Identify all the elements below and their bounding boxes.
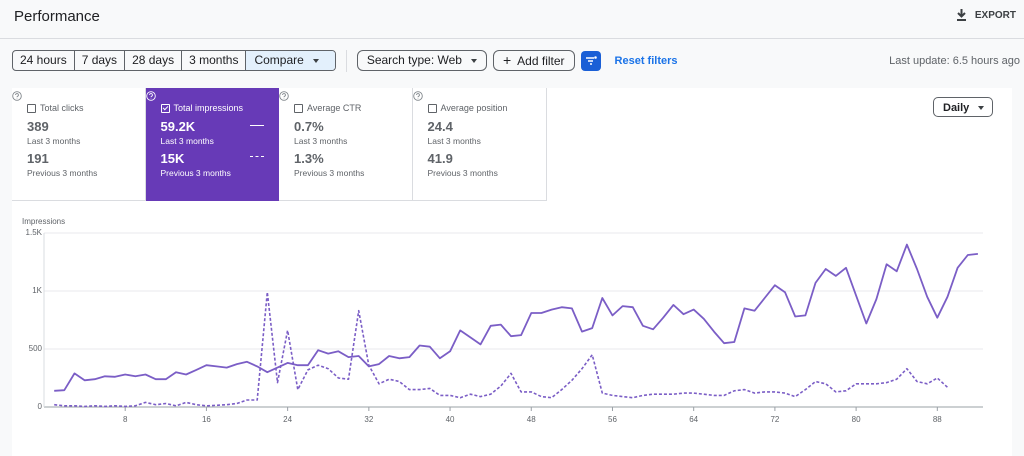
granularity-dropdown[interactable]: Daily — [933, 97, 993, 117]
x-tick-label: 32 — [364, 415, 373, 424]
metric-current-period: Last 3 months — [294, 136, 348, 146]
metric-label: Average position — [440, 103, 508, 113]
checkbox — [160, 103, 170, 113]
x-tick-label: 24 — [283, 415, 292, 424]
metric-previous: 41.9 — [427, 151, 453, 166]
metric-label: Total impressions — [173, 103, 244, 113]
metric-previous: 1.3% — [294, 151, 324, 166]
metric-label: Average CTR — [307, 103, 362, 113]
help-icon — [279, 91, 289, 101]
help-mark — [148, 93, 153, 99]
granularity-label: Daily — [943, 102, 970, 114]
caret — [312, 58, 319, 63]
date-range-button[interactable]: 24 hours — [13, 51, 75, 70]
x-tick-label: 64 — [689, 415, 698, 424]
date-range-group: 24 hours 7 days 28 days 3 months Compare — [12, 50, 336, 71]
metric-card[interactable]: Average CTR 0.7% Last 3 months 1.3% Previous… — [279, 88, 413, 201]
help-mark — [415, 93, 420, 99]
chart: Impressions 0 500 1K 1.5K 8 16 24 32 40 48 56 64 72 8… — [22, 217, 983, 424]
date-range-button[interactable]: 3 months — [182, 51, 247, 70]
help-icon — [412, 91, 423, 101]
export-button[interactable]: EXPORT — [956, 9, 1016, 21]
export-label: EXPORT — [974, 9, 1016, 21]
checkbox — [27, 103, 36, 113]
metric-current-period: Last 3 months — [427, 136, 481, 146]
download-icon — [956, 9, 966, 21]
current-line-indicator — [249, 125, 264, 126]
metric-previous: 191 — [27, 151, 49, 166]
previous-line — [54, 291, 949, 408]
x-tick-label: 80 — [852, 415, 861, 424]
metric-label-row: Average CTR — [294, 103, 361, 113]
metric-current-period: Last 3 months — [27, 136, 81, 146]
metric-previous-period: Previous 3 months — [160, 168, 231, 178]
help-mark — [282, 93, 286, 99]
metric-current: 389 — [27, 119, 49, 134]
metric-label-row: Total impressions — [160, 103, 244, 113]
caret — [978, 106, 985, 111]
checkbox — [427, 103, 437, 113]
reset-filters-link[interactable]: Reset filters — [614, 54, 678, 67]
metric-card[interactable]: Total clicks 389 Last 3 months 191 Previous … — [12, 88, 146, 201]
x-tick-label: 72 — [770, 415, 779, 424]
current-line — [54, 243, 978, 392]
metric-current: 59.2K — [160, 119, 196, 134]
x-tick-label: 88 — [933, 415, 942, 424]
caret — [470, 58, 477, 63]
help-circle — [412, 91, 423, 101]
add-filter-label: Add filter — [517, 54, 565, 68]
x-tick-label: 16 — [202, 415, 211, 424]
compare-label: Compare — [254, 53, 304, 67]
divider — [345, 49, 347, 72]
metric-card[interactable]: Average position 24.4 Last 3 months 41.9 Pre… — [412, 88, 547, 201]
compare-button[interactable]: Compare — [246, 51, 335, 70]
help-circle — [145, 91, 156, 101]
help-icon — [12, 91, 22, 101]
help-icon — [145, 91, 156, 101]
metric-label-row: Total clicks — [27, 103, 84, 113]
toolbar: 24 hours 7 days 28 days 3 months Compare Sea… — [12, 49, 678, 72]
divider — [0, 38, 1024, 39]
metric-label: Total clicks — [40, 103, 84, 113]
metric-previous-period: Previous 3 months — [427, 168, 498, 178]
metric-previous-period: Previous 3 months — [27, 168, 98, 178]
metric-card[interactable]: Total impressions 59.2K Last 3 months 15K Pr… — [145, 88, 280, 201]
x-tick-label: 40 — [446, 415, 455, 424]
search-type-button[interactable]: Search type: Web — [356, 50, 487, 71]
metric-current: 0.7% — [294, 119, 324, 134]
page-title: Performance — [14, 8, 100, 25]
x-tick-label: 56 — [608, 415, 617, 424]
search-type-label: Search type: Web — [366, 53, 462, 67]
y-tick-label: 500 — [29, 344, 43, 353]
metric-label-row: Average position — [427, 103, 508, 113]
y-tick-label: 1.5K — [26, 228, 43, 237]
y-tick-label: 0 — [38, 402, 43, 411]
add-filter-button[interactable]: + Add filter — [492, 50, 575, 71]
date-range-button[interactable]: 7 days — [75, 51, 126, 70]
last-update: Last update: 6.5 hours ago — [889, 55, 1020, 67]
date-range-button[interactable]: 28 days — [125, 51, 183, 70]
checkbox — [294, 103, 303, 113]
x-tick-label: 8 — [123, 415, 128, 424]
help-circle — [279, 91, 289, 101]
x-tick-label: 48 — [527, 415, 536, 424]
previous-line-indicator — [249, 156, 264, 157]
metric-current-period: Last 3 months — [160, 136, 214, 146]
metric-previous: 15K — [160, 151, 185, 166]
filter-icon-button[interactable] — [580, 50, 601, 71]
help-mark — [15, 93, 19, 99]
filter-icon — [585, 55, 597, 65]
metric-current: 24.4 — [427, 119, 453, 134]
y-axis-label: Impressions — [22, 217, 65, 226]
help-circle — [12, 91, 22, 101]
y-tick-label: 1K — [32, 286, 42, 295]
plus-icon: + — [502, 52, 512, 68]
metric-previous-period: Previous 3 months — [294, 168, 365, 178]
